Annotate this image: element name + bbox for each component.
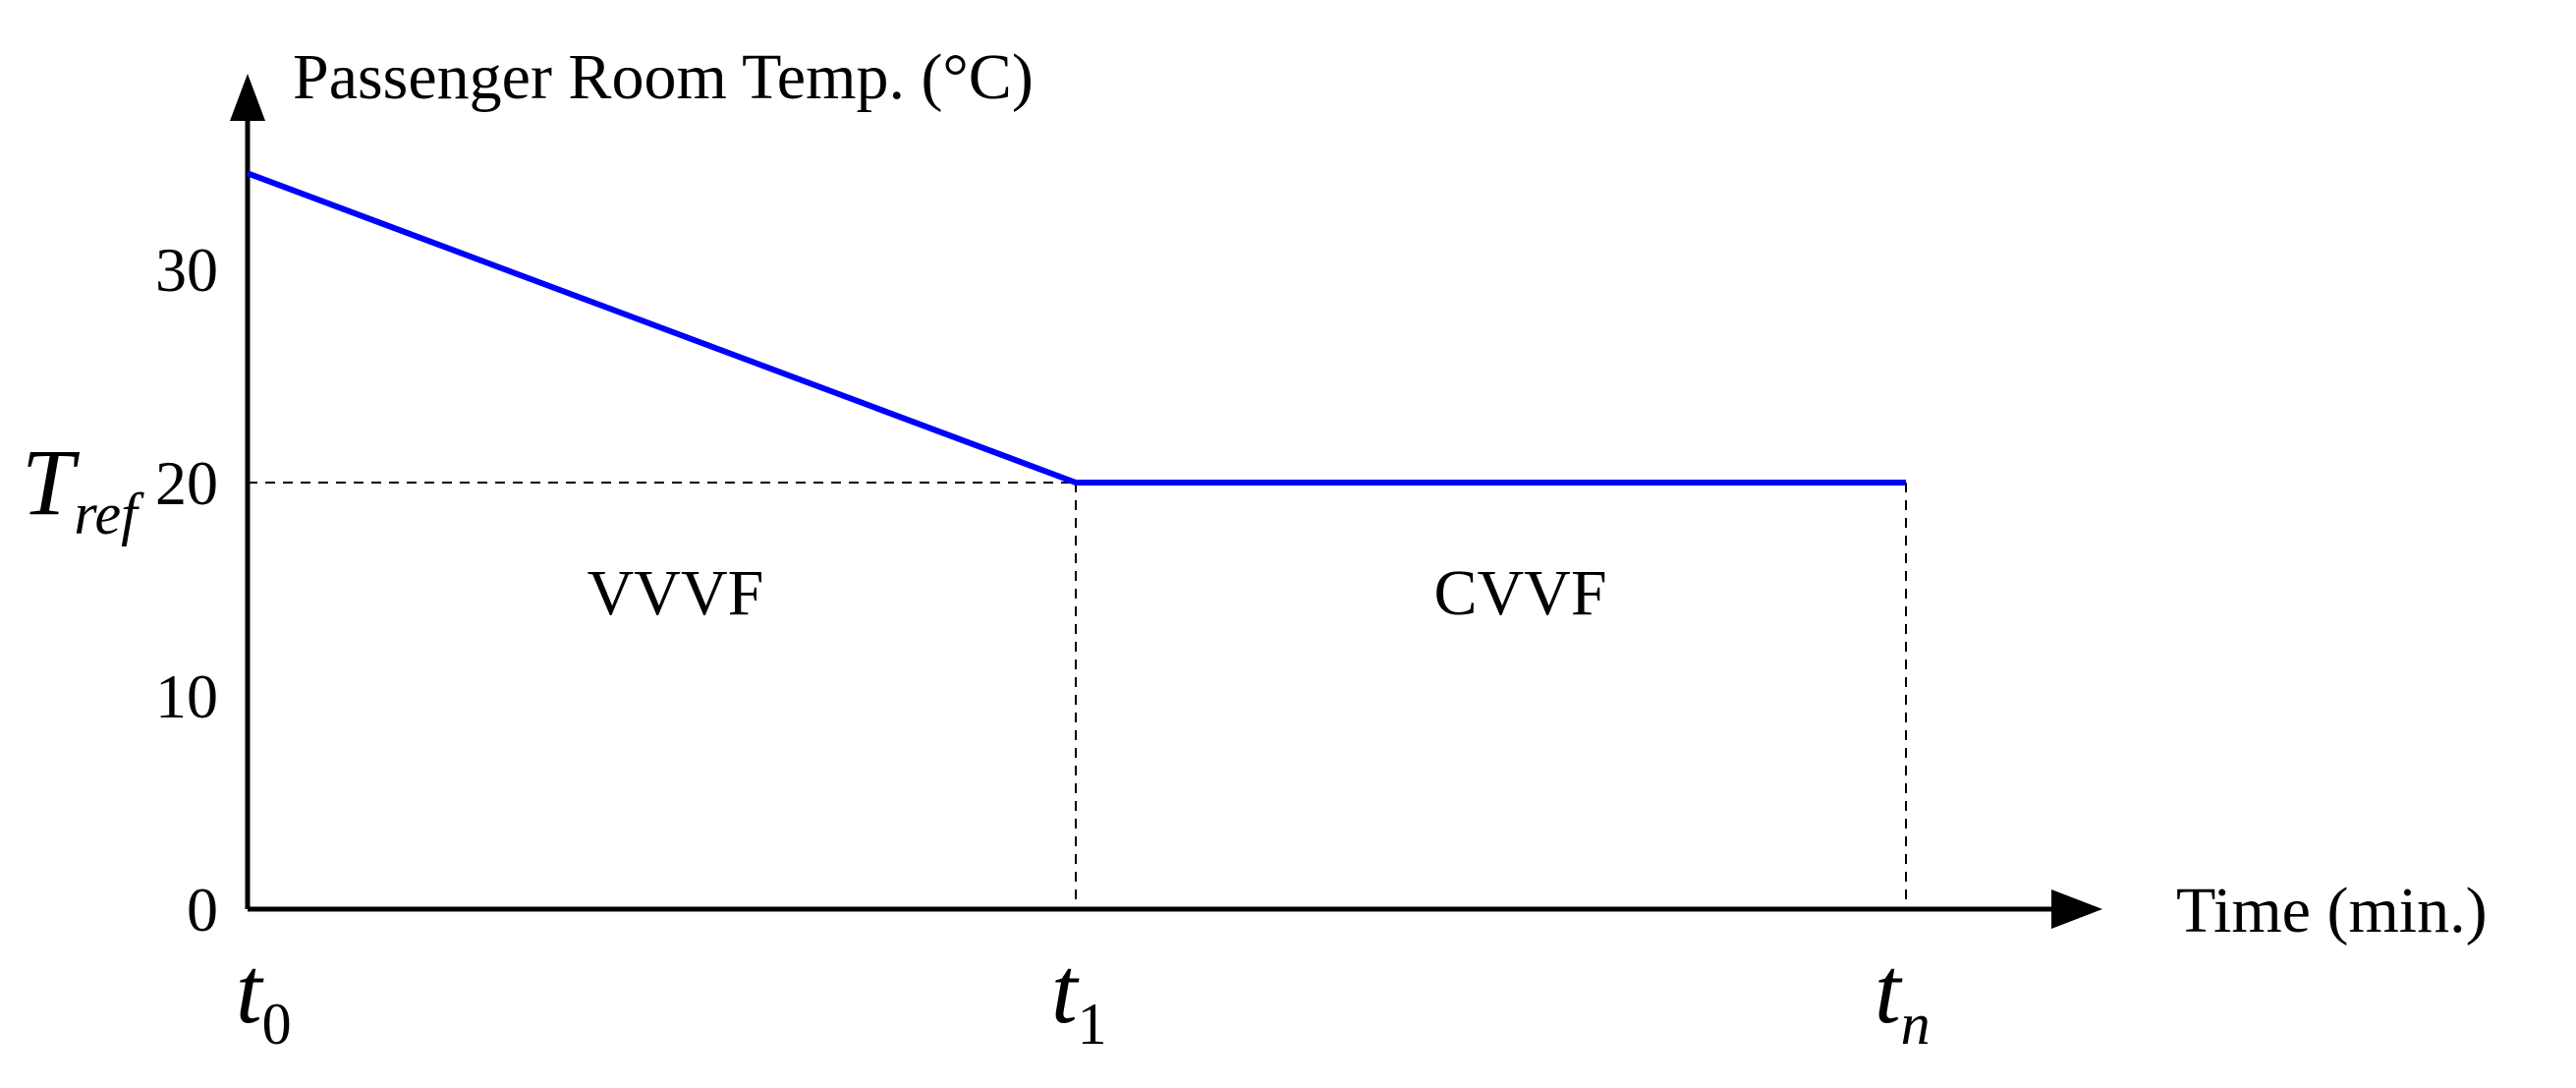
y-tick-label: 30 bbox=[155, 235, 218, 305]
x-tick-label: tn bbox=[1875, 938, 1931, 1057]
reference-label-base: T bbox=[22, 429, 81, 535]
y-tick-label: 20 bbox=[155, 448, 218, 518]
region-label-vvvf: VVVF bbox=[588, 557, 764, 629]
y-axis-arrow-icon bbox=[230, 74, 265, 121]
region-label-cvvf: CVVF bbox=[1433, 557, 1606, 629]
y-tick-label: 10 bbox=[155, 661, 218, 731]
reference-label: Tref bbox=[22, 429, 144, 546]
x-tick-base: t bbox=[236, 938, 264, 1043]
x-axis-title: Time (min.) bbox=[2176, 875, 2488, 946]
x-tick-label: t1 bbox=[1051, 938, 1107, 1057]
reference-label-subscript: ref bbox=[74, 482, 144, 546]
x-tick-subscript: n bbox=[1901, 992, 1931, 1057]
x-tick-base: t bbox=[1875, 938, 1903, 1043]
y-axis-title: Passenger Room Temp. (°C) bbox=[293, 41, 1034, 113]
y-tick-label: 0 bbox=[187, 875, 218, 945]
temperature-series-line bbox=[246, 170, 1906, 486]
x-tick-subscript: 1 bbox=[1078, 992, 1107, 1057]
x-tick-label: t0 bbox=[236, 938, 292, 1057]
x-tick-base: t bbox=[1051, 938, 1080, 1043]
x-axis-arrow-icon bbox=[2051, 889, 2102, 929]
x-tick-subscript: 0 bbox=[262, 992, 292, 1057]
